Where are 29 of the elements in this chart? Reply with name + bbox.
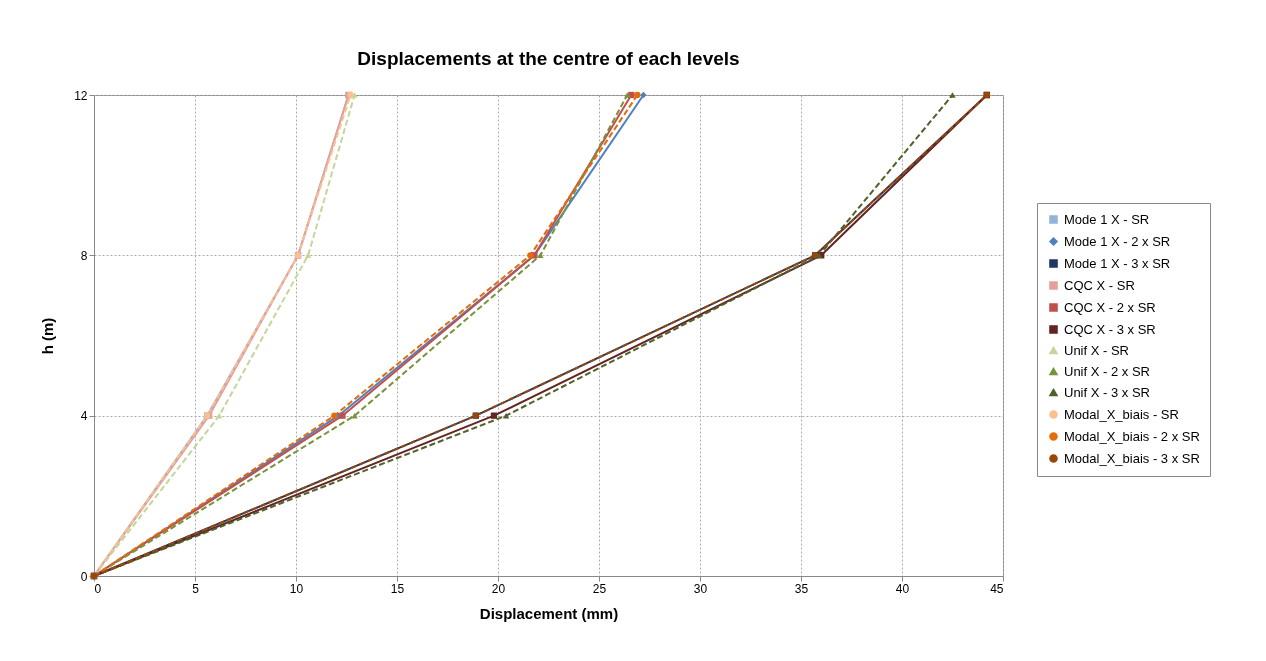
legend-label: Mode 1 X - 3 x SR	[1064, 255, 1171, 271]
y-tick-label: 4	[80, 409, 88, 424]
x-tick-label: 10	[289, 581, 304, 596]
x-axis-title: Displacement (mm)	[479, 604, 619, 622]
x-tick-label: 25	[592, 581, 607, 596]
legend-label: CQC X - 2 x SR	[1064, 299, 1156, 315]
legend-label: Mode 1 X - SR	[1064, 211, 1150, 227]
x-tick-label: 45	[990, 581, 1004, 596]
legend-label: CQC X - 3 x SR	[1064, 321, 1156, 337]
legend-label: Mode 1 X - 2 x SR	[1064, 233, 1171, 249]
legend-label: Modal_X_biais - 2 x SR	[1064, 428, 1200, 444]
x-tick-label: 30	[693, 581, 708, 596]
chart-title: Displacements at the centre of each levels	[357, 48, 740, 69]
legend-label: Modal_X_biais - 3 x SR	[1064, 450, 1200, 466]
x-tick-label: 35	[794, 581, 809, 596]
legend-label: Unif X - 3 x SR	[1064, 384, 1150, 400]
legend-label: Unif X - SR	[1064, 342, 1130, 358]
legend-label: CQC X - SR	[1064, 277, 1135, 293]
legend-label: Modal_X_biais - SR	[1064, 406, 1179, 422]
legend-label: Unif X - 2 x SR	[1064, 363, 1150, 379]
y-tick-label: 0	[80, 569, 88, 584]
x-tick-label: 0	[94, 581, 102, 596]
y-tick-label: 8	[80, 248, 88, 263]
x-tick-label: 40	[895, 581, 910, 596]
x-tick-label: 5	[192, 581, 200, 596]
y-axis-title: h (m)	[39, 317, 57, 355]
x-tick-label: 15	[390, 581, 405, 596]
y-tick-label: 12	[74, 88, 88, 103]
x-tick-label: 20	[491, 581, 506, 596]
